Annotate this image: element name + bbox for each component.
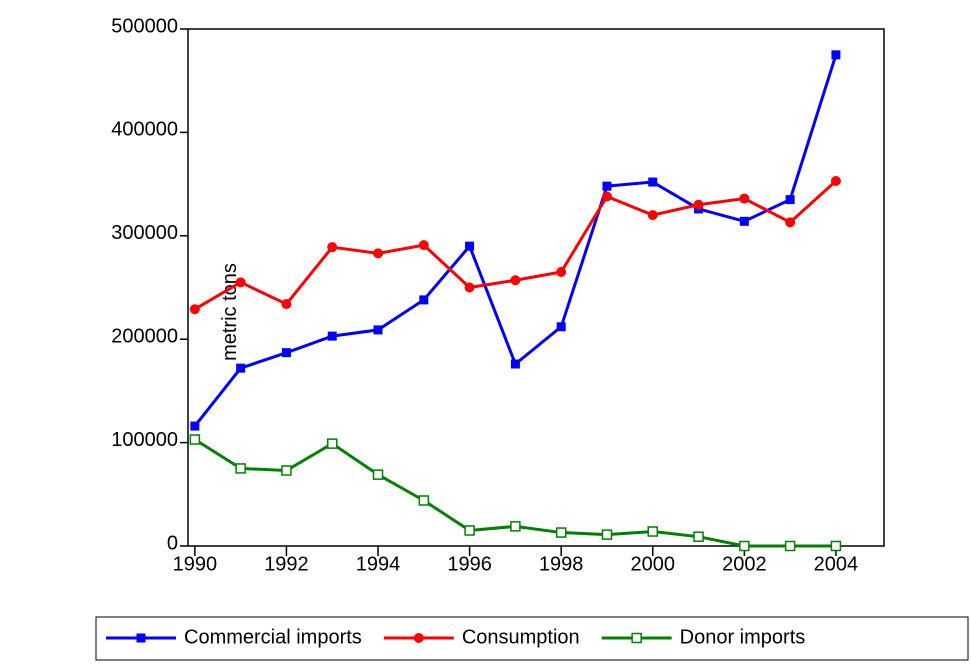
x-tick-label: 2000	[631, 553, 676, 575]
point	[785, 195, 795, 205]
point	[693, 531, 704, 542]
point	[784, 540, 796, 552]
point	[190, 421, 200, 431]
legend-label: Donor imports	[680, 626, 806, 648]
point	[326, 438, 338, 449]
point	[235, 463, 246, 474]
point	[327, 242, 338, 253]
point	[189, 434, 201, 445]
point	[831, 50, 841, 60]
y-tick-label: 500000	[111, 15, 178, 37]
point	[327, 331, 337, 341]
point	[647, 210, 658, 221]
point	[189, 304, 200, 315]
point	[235, 277, 246, 288]
legend-frame	[95, 616, 969, 661]
y-tick-label: 200000	[111, 325, 178, 347]
legend-label: Consumption	[462, 626, 580, 648]
point	[647, 526, 659, 537]
point	[556, 266, 567, 277]
point	[556, 322, 566, 332]
point	[418, 240, 429, 251]
legend-marker	[631, 632, 642, 644]
x-tick-label: 1996	[447, 553, 492, 575]
point	[739, 193, 750, 204]
legend-marker	[136, 633, 146, 643]
point	[281, 299, 292, 310]
point	[281, 348, 291, 358]
x-tick-label: 2004	[814, 553, 859, 575]
point	[693, 199, 704, 210]
point	[602, 181, 612, 191]
point	[465, 241, 475, 251]
point	[785, 217, 796, 228]
y-tick-label: 400000	[111, 119, 178, 141]
series-line	[193, 54, 838, 427]
point	[419, 295, 429, 305]
point	[739, 216, 749, 226]
point	[373, 325, 383, 335]
point	[281, 465, 292, 476]
point	[601, 191, 612, 202]
point	[601, 529, 613, 540]
x-tick-label: 1990	[173, 553, 218, 575]
point	[464, 525, 475, 536]
point	[464, 282, 475, 293]
point	[648, 177, 658, 187]
legend: Commercial imports Consumption Donor impor…	[95, 616, 969, 661]
x-tick-label: 1994	[356, 553, 401, 575]
y-tick-label: 100000	[111, 429, 178, 451]
point	[372, 469, 384, 480]
point	[373, 248, 384, 259]
x-tick-label: 1992	[264, 553, 309, 575]
point	[830, 175, 841, 186]
y-tick-label: 0	[167, 532, 178, 554]
point	[510, 275, 521, 286]
point	[830, 540, 842, 552]
point	[510, 359, 520, 369]
legend-label: Commercial imports	[184, 626, 362, 648]
point	[236, 363, 246, 373]
x-tick-label: 2002	[722, 553, 767, 575]
y-axis-label: metric tons	[219, 263, 241, 361]
point	[555, 527, 567, 538]
plot-frame	[187, 28, 885, 547]
x-tick-label: 1998	[539, 553, 584, 575]
point	[510, 521, 521, 532]
point	[739, 540, 750, 552]
point	[418, 495, 430, 506]
legend-marker	[413, 633, 424, 643]
y-tick-label: 300000	[111, 222, 178, 244]
